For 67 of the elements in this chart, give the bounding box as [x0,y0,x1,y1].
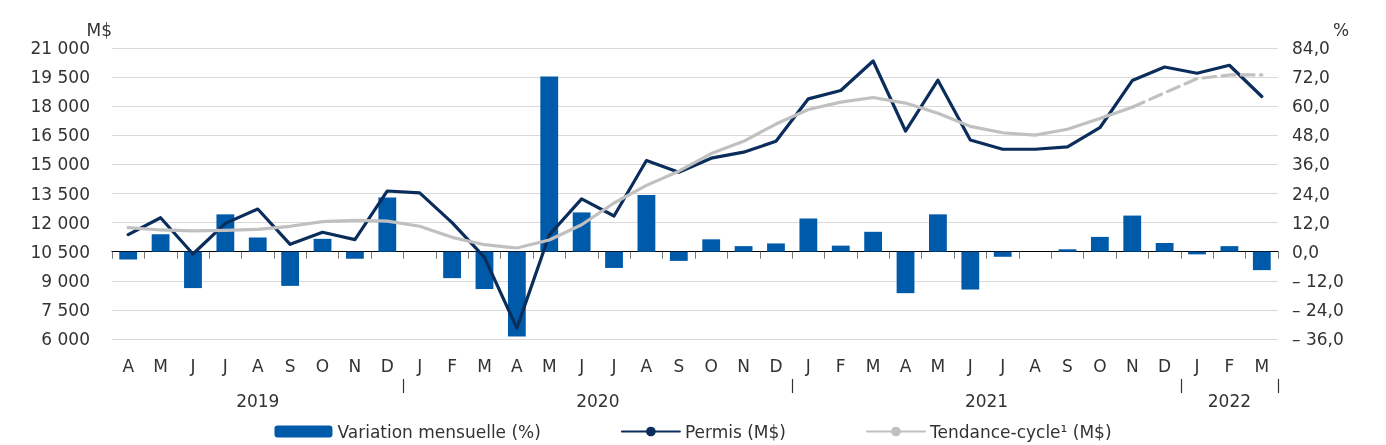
text: 2022 [1207,391,1252,411]
x-tick-label: A [640,355,653,376]
y2-tick-label: 60,0 [1292,96,1330,117]
y2-tick-label: – 36,0 [1292,329,1344,349]
x-tick-label: N [348,355,362,376]
text: 2019 [236,391,280,411]
x-tick-label: A [122,355,135,376]
x-tick-label: M [1254,355,1270,376]
x-tick-label: D [769,355,783,376]
y-tick-label: 7 500 [41,299,90,320]
x-tick-label: J [416,355,423,376]
x-tick-label: A [511,355,524,376]
y-tick-label: 16 500 [30,125,90,146]
y-tick-label: 15 000 [30,154,90,175]
y-tick-label: 9 000 [41,270,90,291]
x-tick-label: D [1158,355,1172,376]
x-tick-label: J [804,355,811,376]
y-tick-label: 21 000 [30,38,90,58]
x-tick-label: O [704,355,718,376]
x-tick-label: M [153,355,168,376]
y2-tick-label: 48,0 [1292,125,1330,146]
y-tick-label: 18 000 [30,96,90,117]
y2-axis-title: % [1333,19,1350,40]
x-tick-label: F [447,355,457,376]
y2-tick-label: – 12,0 [1292,270,1344,291]
y2-tick-label: – 24,0 [1292,299,1344,320]
x-tick-label: F [835,355,846,376]
y2-tick-label: 24,0 [1292,183,1330,204]
y2-tick-label: 12,0 [1292,212,1330,233]
legend-label: Tendance-cycle¹ (M$) [928,421,1112,442]
x-tick-label: M [541,355,557,376]
y-tick-label: 19 500 [30,67,90,88]
x-tick-label: S [1062,355,1073,376]
x-tick-label: A [251,355,264,376]
x-tick-label: J [578,355,585,376]
x-tick-label: S [673,355,685,376]
y-tick-label: 6 000 [41,329,90,349]
x-tick-label: O [315,355,330,376]
x-tick-label: J [1193,355,1200,376]
x-tick-label: D [380,355,394,376]
y2-tick-label: 36,0 [1292,154,1330,175]
text: 2020 [576,391,620,411]
legend-label: Variation mensuelle (%) [337,421,541,442]
x-tick-label: N [737,355,750,376]
y-axis-title: M$ [86,19,112,40]
x-tick-label: O [1093,355,1107,376]
legend-label: Permis (M$) [684,421,786,442]
x-tick-label: A [899,355,912,376]
x-tick-label: M [477,355,492,376]
x-tick-label: M [930,355,946,376]
x-tick-label: M [865,355,881,376]
x-tick-label: S [284,355,296,376]
y2-tick-label: 0,0 [1292,241,1320,262]
x-tick-label: J [189,355,196,376]
x-tick-label: N [1125,355,1139,376]
x-tick-label: J [610,355,617,376]
x-tick-label: J [966,355,973,376]
y-tick-label: 13 500 [30,183,90,204]
y-tick-label: 10 500 [30,241,90,262]
y2-tick-label: 84,0 [1292,38,1330,58]
x-tick-label: J [221,355,228,376]
x-tick-label: A [1029,355,1042,376]
text: 2021 [964,391,1009,411]
y2-tick-label: 72,0 [1292,67,1330,88]
y-tick-label: 12 000 [30,212,90,233]
x-tick-label: F [1224,355,1235,376]
x-tick-label: J [999,355,1006,376]
